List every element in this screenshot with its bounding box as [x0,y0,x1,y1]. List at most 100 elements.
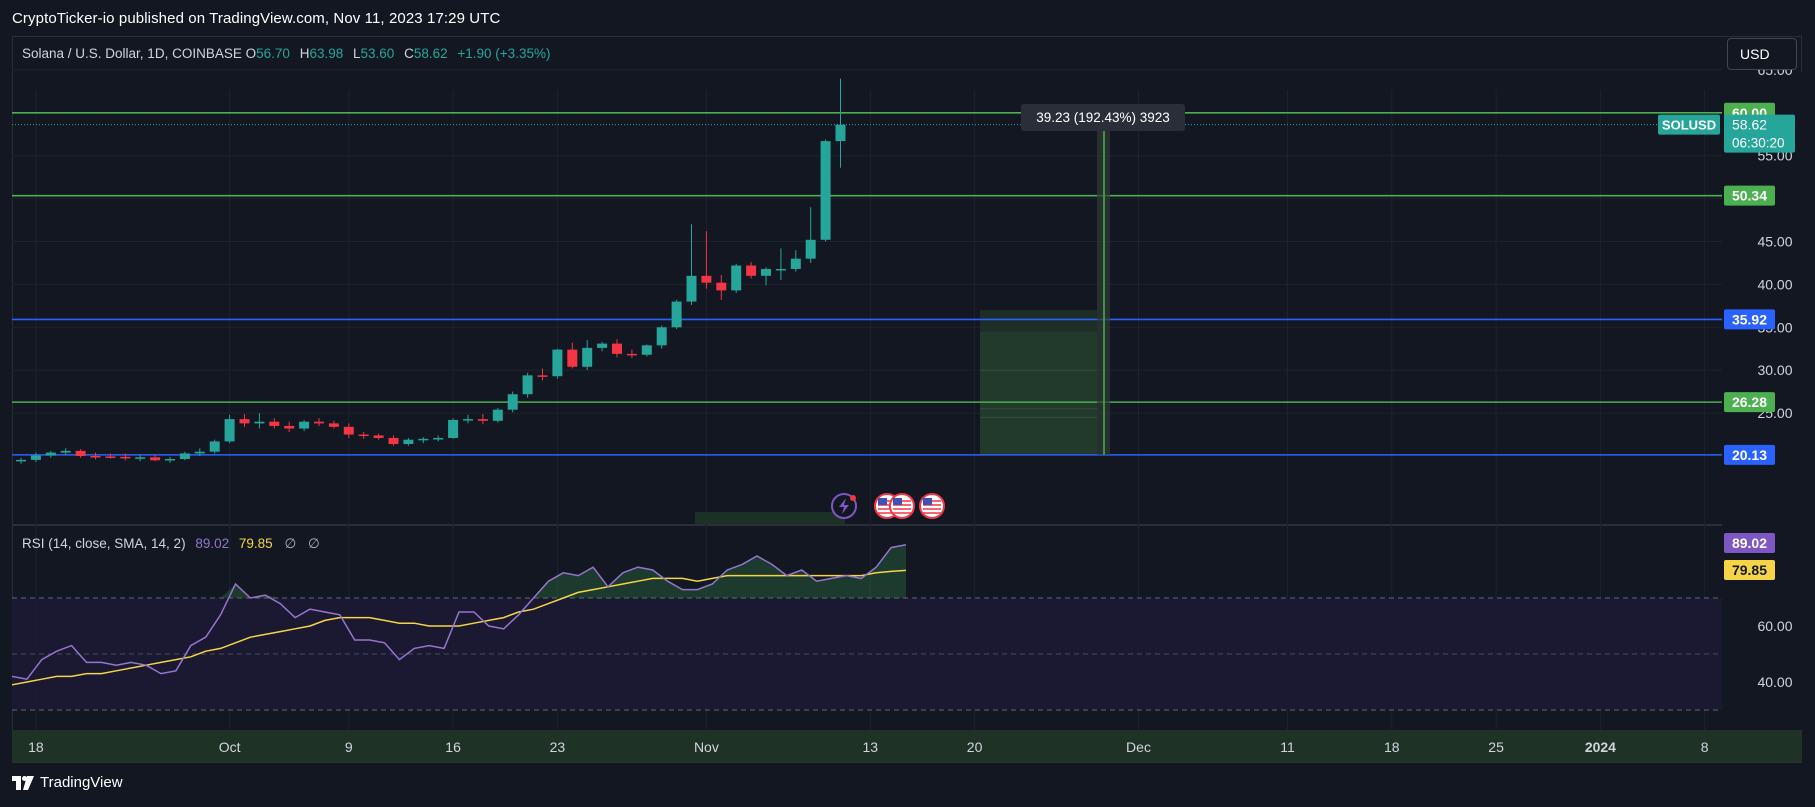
candle-body [582,347,593,367]
candle-body [716,282,727,291]
level-tag [1724,392,1775,413]
lightning-bolt [839,498,849,514]
low-label: L [353,46,361,61]
rsi-extra-1: ∅ [284,536,297,551]
symbol-text: Solana / U.S. Dollar, 1D, COINBASE [22,46,242,61]
candle-body [746,265,757,276]
price-tick-label: 30.00 [1757,362,1792,378]
candle-body [16,459,26,462]
candle-body [805,239,816,259]
time-tick-label: 9 [345,739,353,755]
candle-body [567,349,578,367]
high-value: 63.98 [309,46,344,61]
time-tick-label: 18 [28,739,44,755]
notification-dot [850,495,856,501]
candle-body [179,453,190,460]
candle-body [463,419,473,421]
change-value: +1.90 (+3.35%) [457,46,551,61]
candle-body [90,456,101,458]
last-price-tag [1724,114,1795,153]
rsi-legend: RSI (14, close, SMA, 14, 2) 89.02 79.85 … [22,536,320,552]
time-tick-label: 18 [1384,739,1400,755]
candle-body [448,419,459,438]
candle-body [269,421,280,426]
rsi-sma-line [11,569,907,686]
candle-body [507,394,518,410]
flag-canton [893,498,902,505]
level-tag-label: 20.13 [1732,447,1767,463]
candle-body [522,375,533,395]
candle-body [820,141,831,240]
candle-body [135,457,146,459]
candle-body [612,343,622,354]
candle-body [597,343,608,348]
candle-body [224,419,235,442]
candle-body [343,426,354,435]
rsi-value: 89.02 [195,536,230,551]
time-tick-label: 8 [1701,739,1709,755]
footer: TradingView [12,774,123,791]
time-tick-label: 2024 [1585,739,1616,755]
candle-body [254,421,265,424]
volume-box [695,512,845,524]
time-tick-label: 16 [445,739,461,755]
rsi-overbought-fill [12,544,906,598]
candle-body [30,455,41,460]
open-value: 56.70 [256,46,290,61]
footer-brand: TradingView [40,774,123,791]
rsi-tick-label: 60.00 [1757,618,1792,634]
level-tag [1724,309,1775,330]
time-tick-label: 23 [550,739,566,755]
candle-body [150,457,161,461]
candle-body [328,423,339,427]
level-tag [1724,444,1775,465]
candle-body [299,421,310,429]
currency-button[interactable]: USD [1727,38,1797,70]
candle-body [671,301,682,328]
candle-body [433,437,444,440]
candle-body [314,421,324,424]
candle-body [75,450,86,456]
high-label: H [299,46,310,61]
low-value: 53.60 [360,46,395,61]
flag-canton [923,498,932,505]
close-value: 58.62 [413,46,448,61]
rsi-line [11,544,907,681]
candle-body [552,349,563,377]
time-tick-label: Dec [1126,739,1151,755]
us-flag-icon [889,493,915,519]
candle-body [60,450,71,453]
rsi-label: RSI (14, close, SMA, 14, 2) [22,536,186,551]
rsi-tick-label: 40.00 [1757,674,1792,690]
tradingview-logo-icon [12,775,34,790]
candle-body [537,375,548,377]
level-tag-label: 26.28 [1732,394,1767,410]
level-tag-label: 50.34 [1732,188,1767,204]
symbol-legend: Solana / U.S. Dollar, 1D, COINBASE O56.7… [22,46,556,61]
time-axis [12,730,1802,762]
published-text: CryptoTicker-io published on TradingView… [12,10,501,27]
candle-body [418,438,429,441]
time-tick-label: 11 [1280,739,1295,755]
level-tag-label: 35.92 [1732,311,1767,327]
candle-body [194,451,205,454]
candle-body [403,439,414,444]
candle-body [701,275,712,283]
candle-body [656,327,667,346]
last-price-countdown: 06:30:20 [1732,136,1785,151]
open-label: O [245,46,257,61]
measure-label-text: 39.23 (192.43%) 3923 [1036,110,1170,125]
rsi-value-tag [1724,533,1775,553]
range-box [980,331,1097,455]
last-price-value: 58.62 [1732,117,1767,133]
candle-body [165,459,175,461]
symbol-tag-label: SOLUSD [1662,118,1716,133]
candle-body [358,434,369,437]
candle-body [373,435,384,438]
candle-body [45,452,56,456]
time-tick-label: 13 [863,739,879,755]
candle-body [686,275,697,302]
candle-body [775,268,786,271]
candle-body [790,258,801,269]
